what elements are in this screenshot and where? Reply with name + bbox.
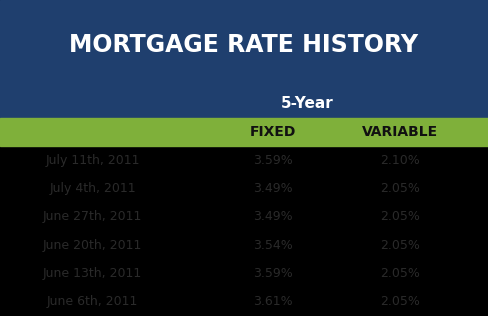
Text: July 4th, 2011: July 4th, 2011 <box>49 182 136 195</box>
Text: 3.61%: 3.61% <box>253 295 293 308</box>
Text: MORTGAGE RATE HISTORY: MORTGAGE RATE HISTORY <box>69 33 419 57</box>
Text: 2.05%: 2.05% <box>380 295 420 308</box>
Text: VARIABLE: VARIABLE <box>362 125 438 139</box>
Bar <box>0 0 488 118</box>
Text: 2.10%: 2.10% <box>380 154 420 167</box>
Text: June 20th, 2011: June 20th, 2011 <box>43 239 142 252</box>
Text: 2.05%: 2.05% <box>380 267 420 280</box>
Text: FIXED: FIXED <box>250 125 297 139</box>
Text: June 6th, 2011: June 6th, 2011 <box>47 295 139 308</box>
Text: 3.59%: 3.59% <box>253 154 293 167</box>
Text: July 11th, 2011: July 11th, 2011 <box>45 154 140 167</box>
Text: 3.54%: 3.54% <box>253 239 293 252</box>
Text: June 27th, 2011: June 27th, 2011 <box>43 210 142 223</box>
Bar <box>0 118 488 146</box>
Text: 3.49%: 3.49% <box>253 182 293 195</box>
Text: 5-Year: 5-Year <box>281 96 334 112</box>
Text: 3.59%: 3.59% <box>253 267 293 280</box>
Text: June 13th, 2011: June 13th, 2011 <box>43 267 142 280</box>
Text: 2.05%: 2.05% <box>380 239 420 252</box>
Text: 2.05%: 2.05% <box>380 182 420 195</box>
Text: 3.49%: 3.49% <box>253 210 293 223</box>
Text: 2.05%: 2.05% <box>380 210 420 223</box>
